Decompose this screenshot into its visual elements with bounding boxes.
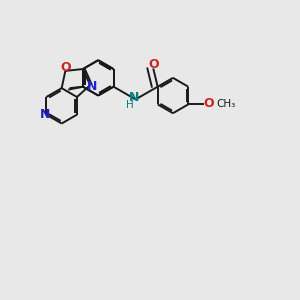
Text: O: O	[203, 97, 214, 110]
Text: N: N	[129, 92, 139, 104]
Text: O: O	[60, 61, 71, 74]
Text: CH₃: CH₃	[217, 99, 236, 109]
Text: N: N	[40, 108, 50, 121]
Text: H: H	[126, 100, 134, 110]
Text: O: O	[148, 58, 159, 71]
Text: N: N	[86, 80, 97, 93]
